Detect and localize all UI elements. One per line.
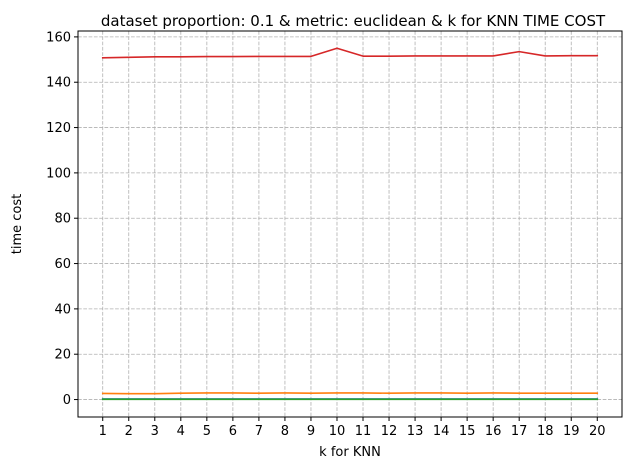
y-tick-label: 60 bbox=[54, 257, 71, 272]
x-tick-label: 12 bbox=[381, 424, 398, 439]
x-tick-label: 10 bbox=[329, 424, 346, 439]
x-tick-label: 14 bbox=[433, 424, 450, 439]
x-tick-label: 17 bbox=[511, 424, 528, 439]
grid bbox=[78, 31, 622, 417]
y-tick-label: 160 bbox=[46, 30, 71, 45]
x-tick-label: 3 bbox=[151, 424, 159, 439]
plot-frame bbox=[77, 30, 623, 418]
y-tick-label: 40 bbox=[54, 302, 71, 317]
x-tick-label: 19 bbox=[563, 424, 580, 439]
x-tick-label: 1 bbox=[99, 424, 107, 439]
y-tick-label: 140 bbox=[46, 76, 71, 91]
y-tick-label: 20 bbox=[54, 348, 71, 363]
series-line-1 bbox=[101, 47, 599, 59]
x-axis-label: k for KNN bbox=[319, 445, 381, 460]
x-tick-label: 15 bbox=[459, 424, 476, 439]
x-tick-label: 8 bbox=[281, 424, 289, 439]
y-tick-label: 0 bbox=[63, 393, 71, 408]
x-tick-label: 5 bbox=[203, 424, 211, 439]
x-tick-label: 9 bbox=[307, 424, 315, 439]
x-tick-label: 7 bbox=[255, 424, 263, 439]
x-tick-label: 11 bbox=[355, 424, 372, 439]
x-tick-label: 13 bbox=[407, 424, 424, 439]
x-tick-label: 18 bbox=[537, 424, 554, 439]
chart-title: dataset proportion: 0.1 & metric: euclid… bbox=[101, 12, 606, 30]
x-tick-label: 2 bbox=[125, 424, 133, 439]
y-tick-label: 80 bbox=[54, 212, 71, 227]
y-axis-label: time cost bbox=[10, 194, 25, 254]
x-tick-label: 6 bbox=[229, 424, 237, 439]
x-tick-label: 20 bbox=[589, 424, 606, 439]
series-line-2 bbox=[101, 392, 599, 395]
x-tick-label: 4 bbox=[177, 424, 185, 439]
series-layer bbox=[101, 47, 599, 401]
ticks: 1 2 3 4 5 6 7 8 9 10 11 12 13 14 15 16 17 18 19 20020406080… bbox=[46, 30, 605, 439]
y-tick-label: 120 bbox=[46, 121, 71, 136]
y-tick-label: 100 bbox=[46, 166, 71, 181]
x-tick-label: 16 bbox=[485, 424, 502, 439]
